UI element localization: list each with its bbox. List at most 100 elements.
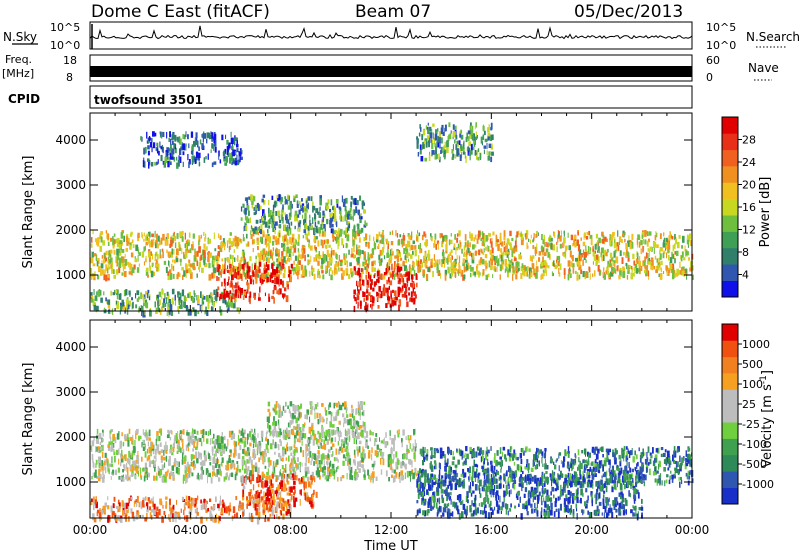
heatmap-cell <box>628 240 632 244</box>
heatmap-cell <box>240 273 242 279</box>
heatmap-cell <box>346 219 348 225</box>
heatmap-cell <box>327 453 329 459</box>
heatmap-cell <box>400 289 403 293</box>
heatmap-cell <box>542 463 544 467</box>
heatmap-cell <box>350 213 352 221</box>
heatmap-cell <box>428 249 430 256</box>
heatmap-cell <box>418 244 420 249</box>
heatmap-cell <box>508 251 510 256</box>
heatmap-cell <box>469 473 471 480</box>
heatmap-cell <box>292 271 294 276</box>
heatmap-cell <box>675 239 677 245</box>
heatmap-cell <box>278 225 281 229</box>
heatmap-cell <box>329 473 332 477</box>
heatmap-cell <box>302 207 304 213</box>
heatmap-cell <box>196 260 199 267</box>
heatmap-cell <box>261 450 265 457</box>
heatmap-cell <box>660 453 663 458</box>
heatmap-cell <box>668 254 670 261</box>
heatmap-cell <box>321 258 324 265</box>
heatmap-cell <box>177 444 180 451</box>
heatmap-cell <box>401 474 404 481</box>
heatmap-cell <box>347 221 350 225</box>
colorbar-segment <box>722 280 738 298</box>
heatmap-cell <box>334 216 337 222</box>
heatmap-cell <box>350 268 353 275</box>
heatmap-cell <box>276 273 279 277</box>
heatmap-cell <box>183 295 186 303</box>
heatmap-cell <box>131 456 134 460</box>
heatmap-cell <box>293 460 296 464</box>
heatmap-cell <box>105 297 107 302</box>
heatmap-cell <box>391 263 393 271</box>
heatmap-cell <box>120 453 122 458</box>
heatmap-cell <box>356 466 359 470</box>
heatmap-cell <box>509 264 511 271</box>
heatmap-cell <box>316 463 319 469</box>
heatmap-cell <box>420 469 424 477</box>
heatmap-cell <box>258 293 260 298</box>
heatmap-cell <box>131 468 134 476</box>
heatmap-cell <box>635 470 638 477</box>
heatmap-cell <box>513 449 516 455</box>
heatmap-cell <box>218 269 221 276</box>
heatmap-cell <box>326 440 329 445</box>
freq-nave-band <box>90 66 692 77</box>
heatmap-cell <box>176 162 179 169</box>
heatmap-cell <box>376 297 379 301</box>
heatmap-cell <box>297 256 300 263</box>
heatmap-cell <box>487 132 491 137</box>
heatmap-cell <box>201 253 203 260</box>
heatmap-cell <box>368 258 370 265</box>
heatmap-cell <box>409 254 413 259</box>
heatmap-cell <box>309 451 312 458</box>
heatmap-cell <box>406 444 408 449</box>
heatmap-cell <box>472 244 475 250</box>
heatmap-cell <box>162 146 164 154</box>
heatmap-cell <box>181 230 184 235</box>
heatmap-cell <box>380 293 382 299</box>
heatmap-cell <box>443 144 446 151</box>
heatmap-cell <box>176 156 178 161</box>
heatmap-cell <box>173 143 176 150</box>
heatmap-cell <box>380 239 383 244</box>
heatmap-cell <box>344 259 347 264</box>
heatmap-cell <box>242 296 245 300</box>
heatmap-cell <box>444 124 447 132</box>
heatmap-cell <box>362 451 364 458</box>
heatmap-cell <box>102 438 104 442</box>
heatmap-cell <box>93 289 95 295</box>
heatmap-cell <box>636 258 639 265</box>
heatmap-cell <box>270 443 273 450</box>
heatmap-cell <box>282 446 285 453</box>
heatmap-cell <box>654 454 658 458</box>
heatmap-cell <box>526 270 529 277</box>
heatmap-cell <box>298 260 301 265</box>
heatmap-cell <box>295 462 298 469</box>
heatmap-cell <box>319 198 322 206</box>
heatmap-cell <box>440 127 443 135</box>
heatmap-cell <box>399 234 402 238</box>
heatmap-cell <box>265 243 268 248</box>
heatmap-cell <box>627 450 630 454</box>
heatmap-cell <box>457 142 459 148</box>
heatmap-cell <box>301 252 305 259</box>
heatmap-cell <box>158 450 161 455</box>
heatmap-cell <box>286 239 289 246</box>
heatmap-cell <box>321 240 324 245</box>
heatmap-cell <box>271 222 274 229</box>
heatmap-cell <box>389 457 393 464</box>
heatmap-cell <box>251 263 253 270</box>
heatmap-cell <box>198 239 200 246</box>
heatmap-cell <box>523 264 525 270</box>
heatmap-cell <box>226 291 229 298</box>
heatmap-cell <box>567 453 570 458</box>
heatmap-cell <box>409 298 411 302</box>
heatmap-cell <box>236 257 239 261</box>
heatmap-cell <box>98 461 101 466</box>
heatmap-cell <box>504 259 507 267</box>
heatmap-cell <box>233 137 237 142</box>
heatmap-cell <box>523 270 526 277</box>
heatmap-cell <box>462 262 465 267</box>
heatmap-cell <box>293 267 296 272</box>
